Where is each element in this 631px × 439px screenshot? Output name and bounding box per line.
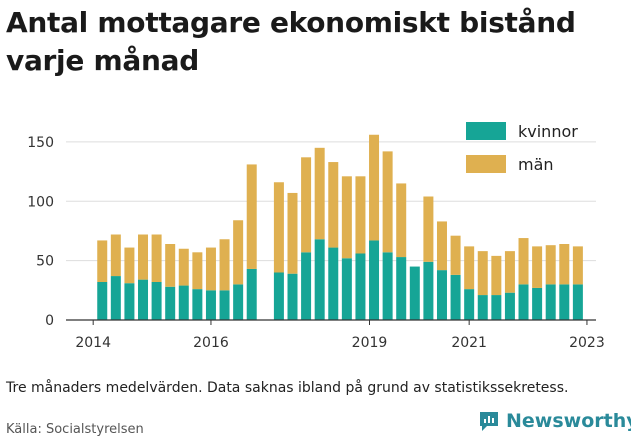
bar-man <box>532 246 543 288</box>
bar-man <box>287 192 298 274</box>
bar-man <box>518 238 529 285</box>
bar-kvinnor <box>477 295 488 320</box>
bar-kvinnor <box>301 252 312 320</box>
bar-kvinnor <box>97 282 108 320</box>
bar-man <box>97 240 108 282</box>
bar-kvinnor <box>246 268 257 320</box>
bar-kvinnor <box>436 270 447 320</box>
bar-kvinnor <box>124 283 135 320</box>
y-tick-label: 0 <box>45 313 54 329</box>
legend-label: män <box>518 155 554 174</box>
bar-kvinnor <box>219 290 230 320</box>
x-tick-label: 2016 <box>193 335 229 351</box>
y-axis-ticks: 0 50 100 150 <box>27 135 54 329</box>
chart-title: Antal mottagare ekonomiskt bistånd varje… <box>6 6 576 77</box>
newsworthy-logo[interactable]: Newsworthy <box>478 410 631 432</box>
bar-man <box>341 176 352 259</box>
bar-man <box>219 239 230 291</box>
x-axis: 2014 2016 2019 2021 2023 <box>66 319 605 351</box>
bar-kvinnor <box>532 287 543 320</box>
bar-kvinnor <box>382 252 393 320</box>
y-tick-label: 50 <box>36 254 54 270</box>
bar-man <box>205 247 216 291</box>
bar-man <box>124 247 135 284</box>
bar-man <box>369 134 380 241</box>
bar-kvinnor <box>491 295 502 320</box>
legend-swatch <box>466 155 506 173</box>
bar-kvinnor <box>545 284 556 320</box>
bar-man <box>491 255 502 296</box>
bar-man <box>545 245 556 285</box>
bar-man <box>504 251 515 293</box>
bar-kvinnor <box>110 276 121 320</box>
bar-kvinnor <box>233 284 244 320</box>
bar-man <box>273 182 284 273</box>
bar-man <box>464 246 475 290</box>
bar-man <box>328 162 339 248</box>
bars <box>97 134 583 320</box>
bar-kvinnor <box>192 289 203 320</box>
bar-man <box>192 252 203 290</box>
bar-man <box>423 196 434 262</box>
source-text: Källa: Socialstyrelsen <box>6 422 144 437</box>
x-tick-label: 2014 <box>75 335 111 351</box>
x-tick-label: 2021 <box>451 335 487 351</box>
bar-kvinnor <box>409 266 420 320</box>
bar-man <box>396 183 407 258</box>
bar-man <box>165 244 176 287</box>
bar-kvinnor <box>355 253 366 320</box>
chat-chart-icon <box>480 412 498 431</box>
x-tick-label: 2019 <box>352 335 388 351</box>
bar-kvinnor <box>205 290 216 320</box>
bar-man <box>151 234 162 282</box>
bar-man <box>559 244 570 285</box>
bar-man <box>301 157 312 253</box>
bar-kvinnor <box>559 284 570 320</box>
bar-man <box>233 220 244 285</box>
y-tick-label: 150 <box>27 135 54 151</box>
bar-kvinnor <box>138 279 149 320</box>
bar-kvinnor <box>450 274 461 320</box>
bar-man <box>436 221 447 271</box>
bar-kvinnor <box>314 239 325 320</box>
chart-note: Tre månaders medelvärden. Data saknas ib… <box>6 380 569 396</box>
bar-kvinnor <box>464 289 475 320</box>
bar-kvinnor <box>341 258 352 320</box>
x-tick-label: 2023 <box>569 335 605 351</box>
bar-man <box>138 234 149 280</box>
bar-man <box>314 147 325 240</box>
legend-label: kvinnor <box>518 122 578 141</box>
bar-kvinnor <box>287 273 298 320</box>
bar-kvinnor <box>328 247 339 320</box>
bar-kvinnor <box>369 240 380 320</box>
bar-kvinnor <box>165 286 176 320</box>
bar-kvinnor <box>178 285 189 320</box>
bar-kvinnor <box>504 292 515 320</box>
legend: kvinnor män <box>466 122 578 174</box>
bar-kvinnor <box>151 282 162 320</box>
bar-kvinnor <box>572 284 583 320</box>
y-tick-label: 100 <box>27 194 54 210</box>
stacked-bar-chart: 0 50 100 150 2014 2016 2019 2021 2023 kvinnor mä… <box>27 122 605 351</box>
bar-man <box>246 164 257 269</box>
bar-kvinnor <box>423 261 434 320</box>
bar-man <box>110 234 121 277</box>
brand-name: Newsworthy <box>506 410 631 432</box>
bar-man <box>477 251 488 296</box>
bar-kvinnor <box>518 284 529 320</box>
bar-man <box>382 151 393 253</box>
bar-man <box>450 235 461 275</box>
bar-man <box>572 246 583 285</box>
bar-kvinnor <box>273 272 284 320</box>
bar-kvinnor <box>396 257 407 320</box>
bar-man <box>178 248 189 286</box>
bar-man <box>355 176 366 254</box>
legend-swatch <box>466 122 506 140</box>
